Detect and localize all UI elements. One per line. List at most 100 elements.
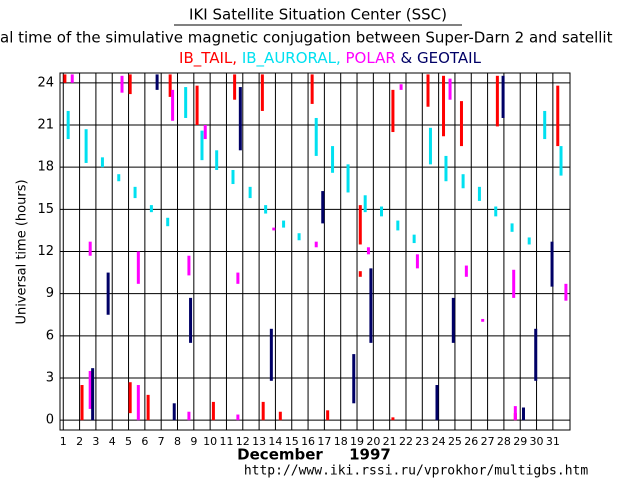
y-tick-label: 3 xyxy=(46,370,54,385)
y-tick-label: 24 xyxy=(37,75,54,90)
interval xyxy=(236,272,240,284)
legend-entry: & GEOTAIL xyxy=(401,49,482,67)
interval xyxy=(380,206,384,217)
interval xyxy=(203,125,207,140)
interval xyxy=(495,75,499,127)
chart-subtitle: al time of the simulative magnetic conju… xyxy=(0,29,613,47)
interval xyxy=(459,101,463,147)
interval xyxy=(426,74,430,107)
interval xyxy=(428,127,432,165)
interval xyxy=(231,169,235,185)
interval xyxy=(238,87,242,151)
x-tick-label: 14 xyxy=(268,435,282,448)
y-tick-label: 12 xyxy=(37,244,54,259)
interval xyxy=(80,385,84,421)
interval xyxy=(534,328,538,381)
interval xyxy=(187,255,191,276)
chart-title: IKI Satellite Situation Center (SSC) xyxy=(189,6,447,24)
interval xyxy=(187,411,191,421)
footer-url: http://www.iki.rssi.ru/vprokhor/multigbs… xyxy=(244,464,589,479)
x-tick-label: 15 xyxy=(285,435,299,448)
interval xyxy=(559,146,563,176)
interval xyxy=(369,268,373,343)
interval xyxy=(396,220,400,231)
x-tick-label: 9 xyxy=(190,435,197,448)
x-axis-label: December xyxy=(237,446,323,464)
x-tick-label: 16 xyxy=(301,435,315,448)
interval xyxy=(326,410,330,421)
interval xyxy=(391,417,395,421)
interval xyxy=(415,254,419,269)
interval xyxy=(278,411,282,421)
interval xyxy=(88,241,92,256)
interval xyxy=(346,164,350,193)
x-tick-label: 5 xyxy=(125,435,132,448)
interval xyxy=(412,234,416,244)
interval xyxy=(233,74,237,100)
interval xyxy=(527,237,531,245)
interval xyxy=(461,174,465,189)
interval xyxy=(501,75,505,118)
x-tick-label: 2 xyxy=(76,435,83,448)
interval xyxy=(451,297,455,343)
interval xyxy=(512,269,516,298)
interval xyxy=(314,117,318,156)
interval xyxy=(481,318,485,322)
interval xyxy=(172,403,176,421)
y-tick-label: 6 xyxy=(46,328,54,343)
interval xyxy=(117,174,121,182)
interval xyxy=(464,265,468,277)
interval xyxy=(195,85,199,126)
interval xyxy=(155,74,159,90)
legend-entry: IB_AURORAL, xyxy=(242,49,341,68)
interval xyxy=(215,150,219,170)
interval xyxy=(269,328,273,381)
interval xyxy=(282,220,286,228)
interval xyxy=(171,89,175,121)
interval xyxy=(66,110,70,140)
legend: IB_TAIL, IB_AURORAL, POLAR & GEOTAIL xyxy=(179,49,482,68)
interval xyxy=(556,85,560,147)
x-tick-label: 11 xyxy=(219,435,233,448)
interval xyxy=(331,146,335,173)
y-tick-label: 15 xyxy=(37,202,54,217)
x-tick-label: 20 xyxy=(366,435,380,448)
interval xyxy=(236,414,240,421)
interval xyxy=(120,75,124,93)
interval xyxy=(435,385,439,421)
x-tick-label: 7 xyxy=(158,435,165,448)
x-tick-label: 8 xyxy=(174,435,181,448)
interval xyxy=(184,87,188,118)
x-tick-label: 27 xyxy=(481,435,495,448)
interval xyxy=(358,271,362,277)
x-tick-label: 29 xyxy=(513,435,527,448)
interval xyxy=(513,406,517,421)
y-tick-label: 18 xyxy=(37,160,54,175)
interval xyxy=(136,251,140,284)
interval xyxy=(477,186,481,201)
x-tick-label: 25 xyxy=(448,435,462,448)
interval xyxy=(261,401,265,421)
x-tick-label: 30 xyxy=(530,435,544,448)
y-tick-label: 21 xyxy=(37,118,54,133)
x-tick-label: 12 xyxy=(236,435,250,448)
interval xyxy=(63,74,67,83)
interval xyxy=(264,205,268,214)
interval xyxy=(189,297,193,343)
x-tick-label: 28 xyxy=(497,435,511,448)
x-tick-label: 18 xyxy=(334,435,348,448)
interval xyxy=(391,89,395,133)
y-tick-label: 9 xyxy=(46,286,54,301)
x-tick-label: 31 xyxy=(546,435,560,448)
interval xyxy=(297,233,301,241)
interval xyxy=(564,283,568,301)
interval xyxy=(166,217,170,227)
interval xyxy=(200,130,204,161)
interval xyxy=(550,241,554,287)
interval xyxy=(272,227,276,231)
interval xyxy=(211,401,215,421)
x-tick-label: 17 xyxy=(317,435,331,448)
interval xyxy=(444,155,448,182)
interval xyxy=(442,75,446,137)
